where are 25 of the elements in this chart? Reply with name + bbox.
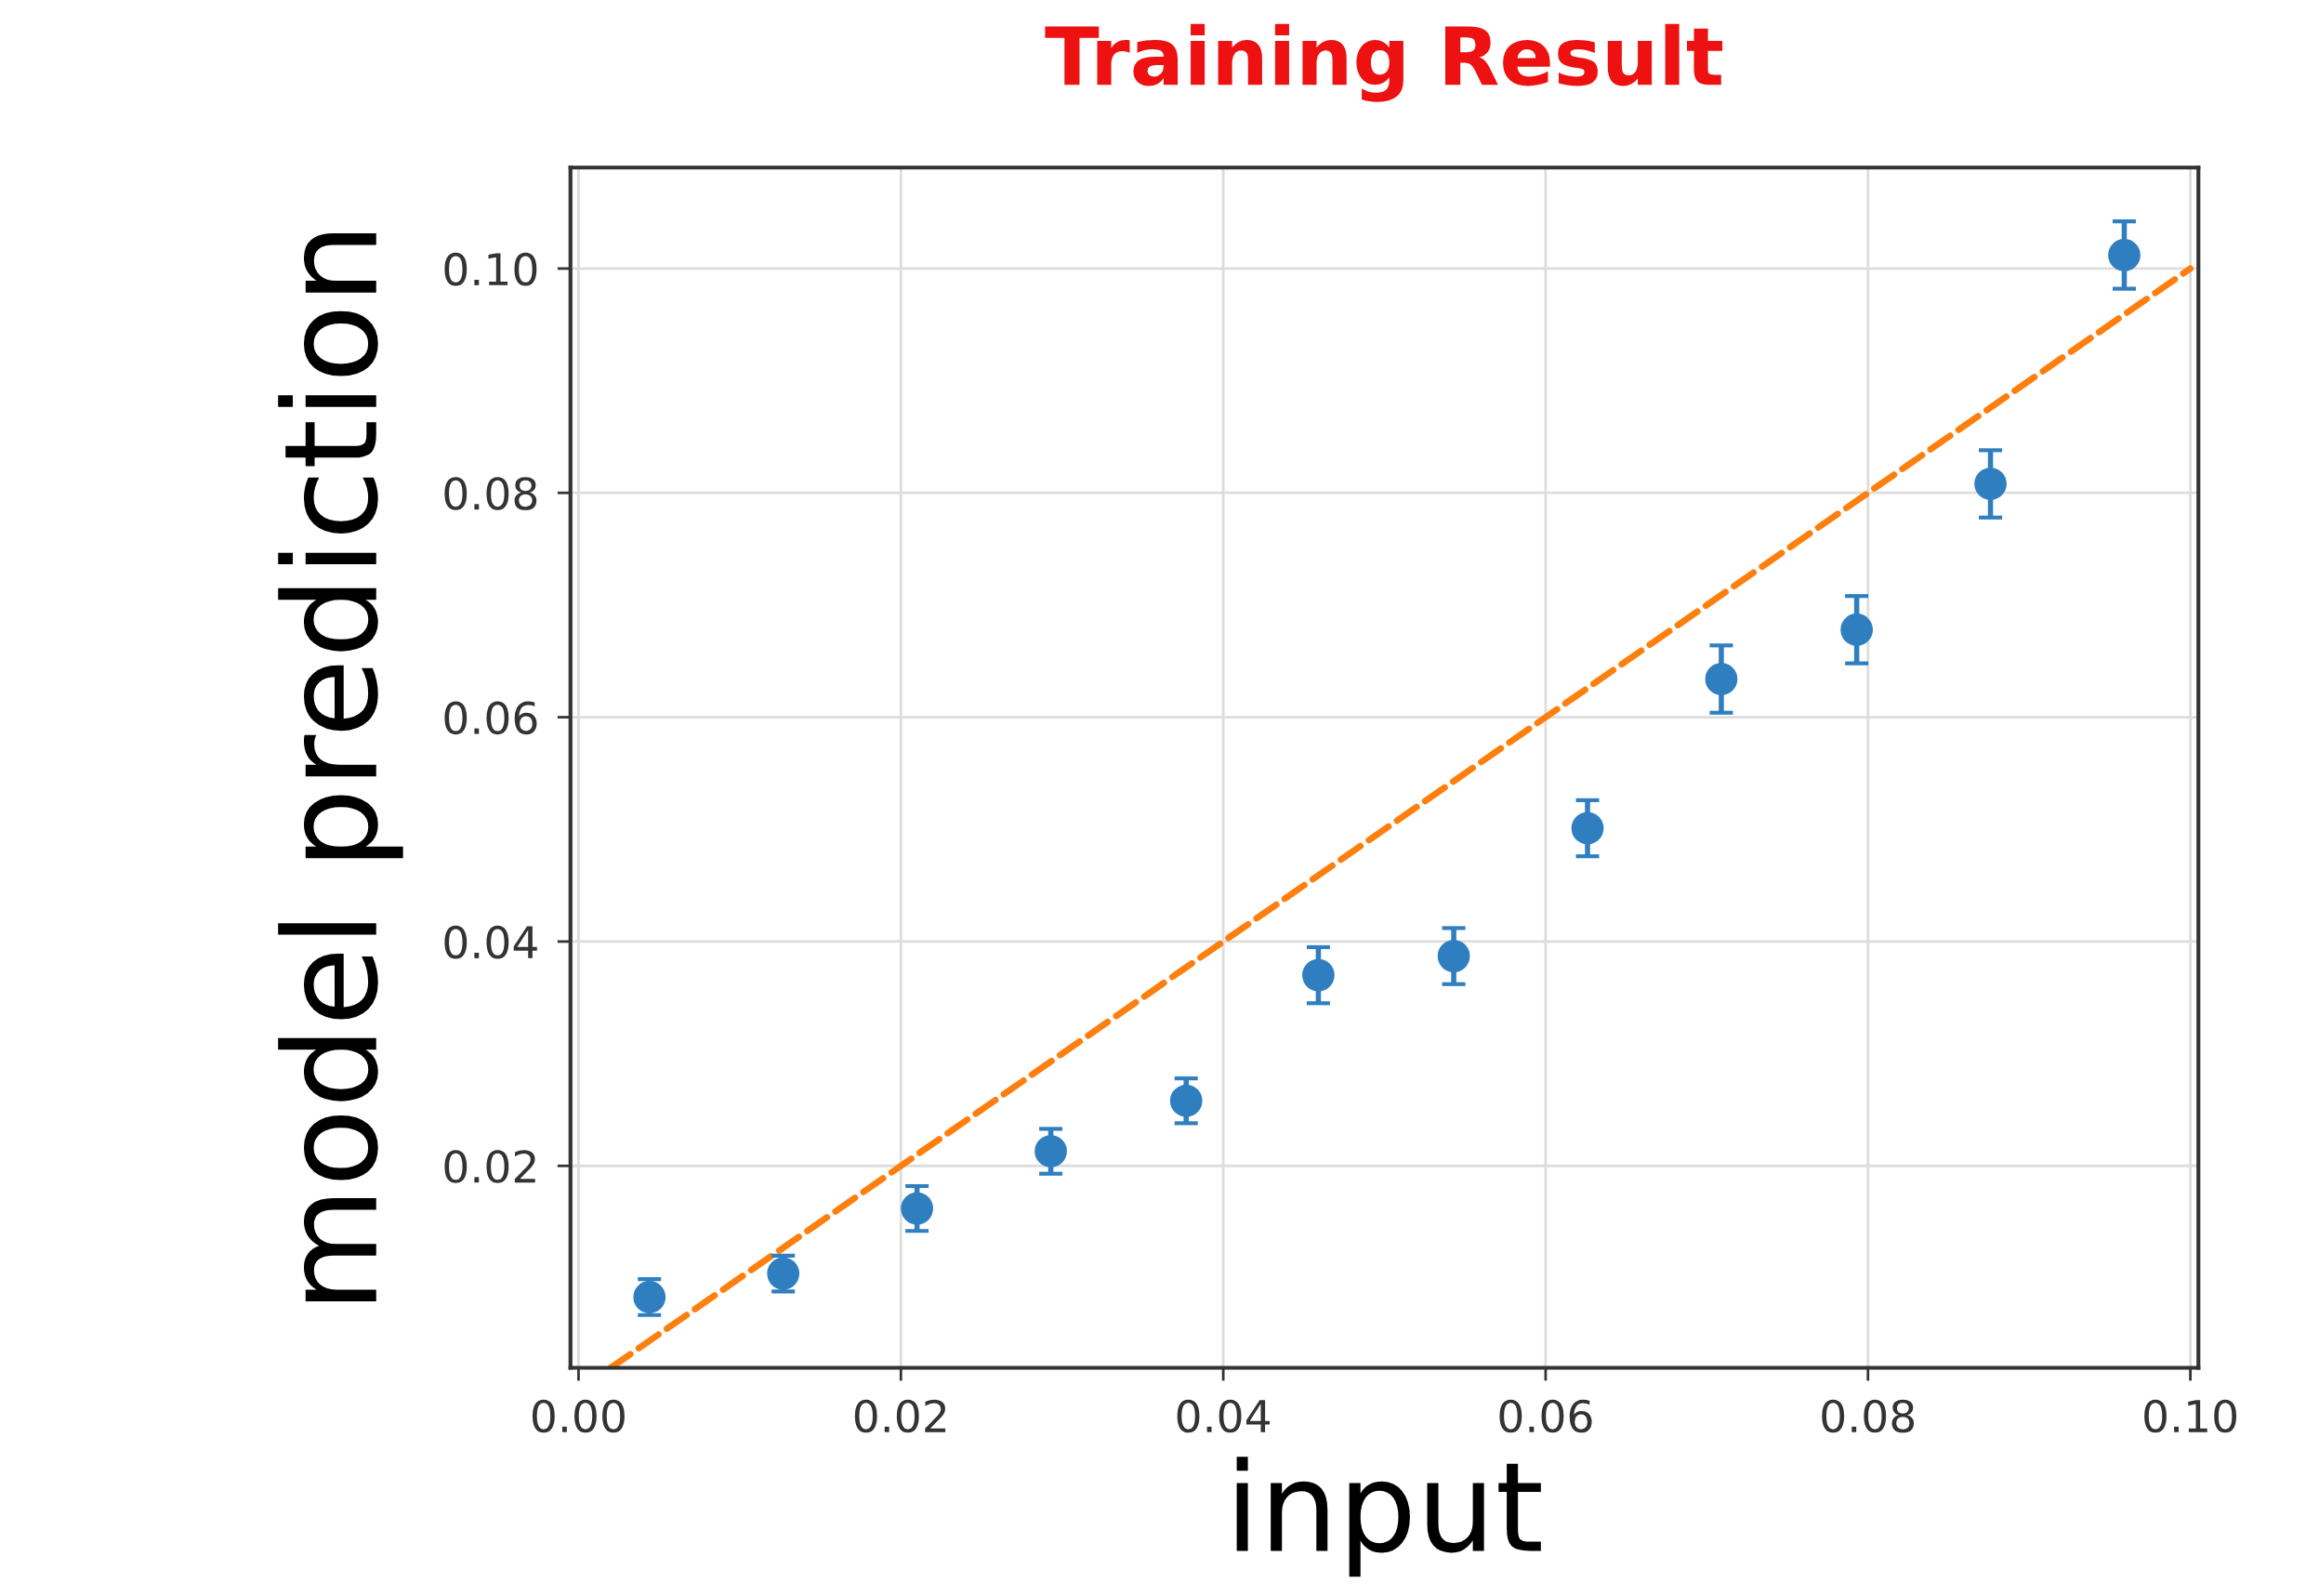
point [1705, 663, 1738, 695]
x-tick-label: 0.08 [1822, 1399, 1915, 1433]
y-tick-label: 0.02 [444, 1150, 535, 1183]
point [901, 1192, 933, 1225]
x-tick-label: 0.00 [532, 1399, 625, 1433]
point [1034, 1135, 1067, 1167]
chart-title: Training Result [1045, 23, 1723, 102]
point [2108, 239, 2141, 271]
x-tick-label: 0.06 [1499, 1399, 1592, 1433]
y-tick-label: 0.04 [444, 925, 537, 959]
x-tick-label: 0.10 [2144, 1399, 2237, 1433]
y-axis-title: model prediction [278, 233, 403, 1301]
x-axis-title: input [1236, 1457, 1541, 1577]
x-tick-label: 0.04 [1177, 1399, 1271, 1433]
point [767, 1257, 800, 1290]
y-tick-label: 0.10 [444, 252, 537, 286]
x-tick-label: 0.02 [854, 1399, 946, 1433]
point [1840, 613, 1873, 646]
point [1974, 468, 2007, 500]
point [1169, 1084, 1203, 1117]
y-tick-label: 0.06 [444, 701, 537, 735]
y-tick-label: 0.08 [444, 477, 537, 510]
point [1437, 940, 1470, 972]
point [1302, 958, 1335, 992]
point [1571, 811, 1604, 845]
